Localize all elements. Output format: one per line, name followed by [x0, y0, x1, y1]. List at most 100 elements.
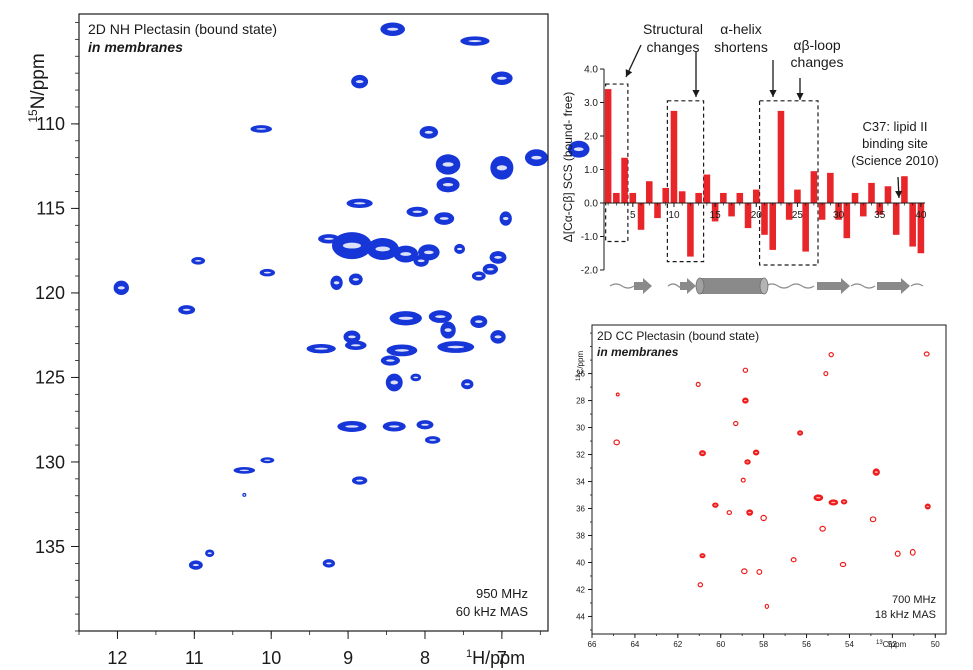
- cc-plot-frame: [591, 324, 947, 635]
- nh-ylabel: 15N/ppm: [26, 53, 49, 122]
- scs-annotation-line: shortens: [714, 39, 768, 55]
- scs-bar: [802, 203, 809, 252]
- scs-xtick-label: 15: [710, 210, 722, 221]
- cc-peak-core: [831, 501, 836, 504]
- nh-peak-core: [182, 308, 191, 311]
- nh-peak-core: [486, 268, 494, 271]
- nh-peak-core: [207, 552, 212, 555]
- scs-bar: [876, 203, 884, 215]
- cc-peak: [839, 561, 847, 568]
- nh-peak: [382, 421, 406, 432]
- cc-peak: [923, 351, 930, 357]
- nh-peak: [393, 245, 419, 263]
- scs-annotation-line: αβ-loop: [793, 37, 840, 53]
- nh-peak-core: [531, 155, 542, 160]
- nh-peak-core: [494, 335, 502, 339]
- cc-peak: [615, 392, 620, 397]
- nh-peak: [434, 212, 455, 225]
- nh-xlabel-text: H/ppm: [472, 648, 525, 668]
- cc-peak: [752, 449, 760, 456]
- scs-bar: [810, 171, 818, 203]
- cc-peak-core: [701, 555, 704, 557]
- cc-peak-outline: [790, 557, 797, 563]
- scs-annotation-line: α-helix: [720, 21, 762, 37]
- scs-annotation-line: (Science 2010): [851, 153, 938, 168]
- scs-bar: [868, 182, 875, 203]
- scs-bar: [761, 203, 768, 235]
- scs-bar: [711, 203, 719, 222]
- scs-arrow-head: [769, 90, 777, 97]
- scs-annotation-line: binding site: [862, 136, 928, 151]
- nh-xtick-label: 10: [261, 648, 281, 668]
- nh-peak: [410, 373, 422, 382]
- scs-bar: [670, 110, 678, 203]
- cc-peak-core: [798, 432, 802, 434]
- nh-peak-core: [439, 217, 449, 220]
- cc-peak-core: [754, 451, 758, 454]
- nh-peak-core: [424, 130, 433, 134]
- nh-peak: [242, 492, 247, 497]
- nh-peak: [330, 275, 343, 290]
- scs-xtick-label: 25: [792, 210, 804, 221]
- nh-peak: [437, 341, 475, 353]
- nh-peak-core: [474, 320, 483, 324]
- scs-arrow-head: [692, 90, 700, 97]
- cc-spectrum-panel: 66 64 62 60 58 56 54 52 50 26 28 30 32 34 36 38 40 42 44 2…: [576, 324, 947, 649]
- nh-peak-core: [195, 259, 202, 262]
- cc-peak-core: [700, 452, 705, 454]
- nh-peak-core: [417, 259, 425, 263]
- cc-ylabel-sup: 13: [576, 374, 582, 381]
- cc-peak: [742, 397, 749, 404]
- cc-peak: [741, 568, 748, 575]
- scs-ytick-label: 3.0: [584, 98, 598, 109]
- nh-peak: [205, 549, 215, 558]
- nh-peak: [428, 310, 452, 323]
- cc-peak: [699, 450, 706, 457]
- cc-xtick-label: 54: [845, 640, 854, 649]
- cc-peak: [924, 503, 931, 510]
- scs-ytick-label: -2.0: [581, 266, 599, 277]
- nh-peak: [346, 198, 373, 208]
- nh-peak: [322, 559, 336, 568]
- cc-ytick-label: 34: [576, 477, 585, 486]
- nh-peak: [499, 211, 512, 226]
- cc-peak: [828, 352, 834, 358]
- cc-peak: [744, 459, 751, 465]
- scs-highlight-boxes: [605, 83, 819, 266]
- nh-peak-core: [497, 76, 507, 80]
- nh-peak-core: [435, 315, 446, 318]
- scs-bar: [769, 203, 777, 250]
- cc-peak-outline: [828, 352, 834, 358]
- nh-peak: [386, 344, 418, 357]
- nh-peak-core: [117, 286, 125, 290]
- cc-xtick-label: 56: [802, 640, 811, 649]
- nh-title: 2D NH Plectasin (bound state): [88, 21, 277, 37]
- nh-peak-layer: [113, 22, 590, 570]
- cc-peak-outline: [909, 548, 916, 556]
- nh-peak-core: [398, 316, 414, 320]
- nh-peak: [460, 36, 490, 46]
- nh-plot-frame: [78, 13, 549, 632]
- scs-bar: [687, 203, 694, 257]
- nh-peak: [306, 344, 336, 354]
- nh-peak: [454, 243, 465, 255]
- nh-peak-core: [400, 252, 412, 256]
- scs-bar: [728, 203, 735, 217]
- cc-peak-outline: [923, 351, 930, 357]
- scs-xtick-label: 35: [874, 210, 886, 221]
- nh-peak: [471, 271, 486, 281]
- cc-peak-core: [874, 471, 878, 473]
- nh-peak-core: [263, 271, 271, 274]
- scs-bar: [901, 176, 908, 203]
- cc-ytick-label: 38: [576, 531, 585, 540]
- cc-peak-core: [842, 501, 846, 503]
- nh-peak-core: [353, 202, 366, 205]
- nh-ylabel-text: N/ppm: [28, 53, 49, 109]
- nh-ytick-label: 130: [35, 452, 65, 472]
- scs-bar: [629, 192, 637, 203]
- cc-peak: [828, 499, 839, 506]
- nh-peak-core: [421, 423, 429, 426]
- cc-ytick-label: 40: [576, 558, 585, 567]
- cc-peak-outline: [760, 514, 767, 522]
